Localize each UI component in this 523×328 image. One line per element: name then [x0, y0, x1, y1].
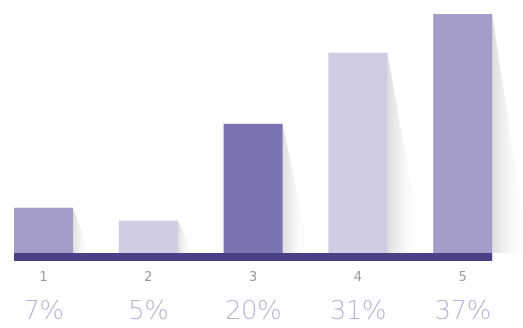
bar-1 [14, 207, 73, 253]
category-label-4: 4 [353, 270, 363, 285]
bar-shadow [282, 123, 311, 253]
bar-shadow [73, 207, 91, 253]
bar-shadow [387, 52, 424, 253]
value-label-2: 5% [128, 296, 169, 326]
category-label-2: 2 [144, 270, 153, 285]
value-label-3: 20% [224, 296, 282, 326]
category-label-1: 1 [39, 270, 48, 285]
bar-4 [328, 52, 388, 253]
bar-shadow [177, 220, 194, 253]
value-label-1: 7% [23, 296, 64, 326]
value-label-5: 37% [434, 296, 492, 326]
value-label-4: 31% [329, 296, 387, 326]
bar-5 [433, 14, 493, 253]
bar-3 [223, 123, 283, 253]
bar-2 [118, 220, 178, 253]
baseline-axis [14, 253, 493, 261]
bar-shadow [492, 14, 523, 253]
category-label-3: 3 [248, 270, 258, 285]
category-label-5: 5 [458, 270, 467, 285]
